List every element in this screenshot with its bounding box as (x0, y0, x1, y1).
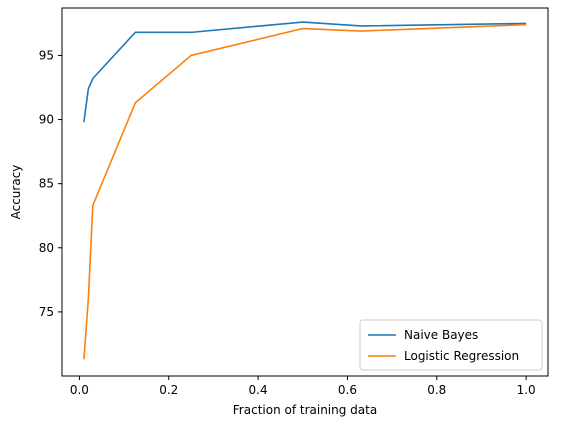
series-line-logistic-regression (83, 23, 527, 360)
x-tick-label: 0.8 (427, 383, 446, 397)
legend-box (359, 319, 543, 371)
x-tick-label: 1.0 (517, 383, 536, 397)
y-tick-label: 95 (39, 48, 54, 62)
y-axis-label: Accuracy (9, 165, 23, 220)
x-tick-label: 0.6 (338, 383, 357, 397)
y-tick-label: 90 (39, 113, 54, 127)
series-line-naive-bayes (83, 21, 527, 123)
legend-entry-label: Logistic Regression (404, 349, 519, 363)
x-tick-label: 0.0 (70, 383, 89, 397)
plot-frame (61, 7, 549, 377)
y-tick-label: 75 (39, 305, 54, 319)
y-axis: 75 80 85 90 95 (39, 48, 62, 319)
x-axis: 0.0 0.2 0.4 0.6 0.8 1.0 (70, 376, 536, 397)
legend: Naive Bayes Logistic Regression (359, 319, 543, 371)
series-layer (83, 21, 527, 360)
x-axis-label: Fraction of training data (233, 403, 377, 417)
y-tick-label: 80 (39, 241, 54, 255)
x-tick-label: 0.4 (249, 383, 268, 397)
y-tick-label: 85 (39, 177, 54, 191)
legend-entry-label: Naive Bayes (404, 328, 478, 342)
x-tick-label: 0.2 (159, 383, 178, 397)
